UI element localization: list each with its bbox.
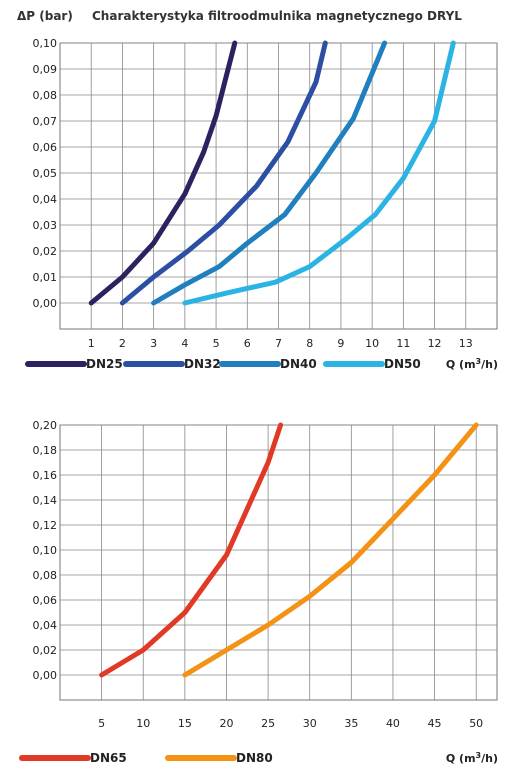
legend-label-dn32: DN32 [184,357,221,371]
chart-title: Charakterystyka filtroodmulnika magnetyc… [92,9,462,23]
x-tick-label: 1 [88,337,95,350]
chart-1: 1 2 3 4 5 6 7 8 9 10 11 12 130,000,010,020,030,040,0… [25,37,498,371]
x-tick-label: 2 [119,337,126,350]
y-tick-label: 0,00 [33,669,58,682]
y-tick-label: 0,00 [33,297,58,310]
series-line-dn25 [88,40,238,306]
y-tick-label: 0,02 [33,644,58,657]
x-tick-label: 3 [150,337,157,350]
y-tick-label: 0,10 [33,37,58,50]
x-tick-label: 25 [261,717,275,730]
legend-label-dn50: DN50 [384,357,421,371]
x-axis-label: Q (m3/h) [446,357,498,371]
legend-label-dn40: DN40 [280,357,317,371]
legend-label-dn65: DN65 [90,751,127,765]
x-tick-label: 8 [306,337,313,350]
y-tick-label: 0,14 [33,494,58,507]
y-tick-label: 0,12 [33,519,58,532]
y-tick-label: 0,03 [33,219,58,232]
x-tick-label: 4 [181,337,188,350]
x-tick-label: 11 [396,337,410,350]
series-line-dn32 [119,40,328,306]
y-tick-label: 0,20 [33,419,58,432]
x-tick-label: 10 [365,337,379,350]
x-tick-label: 30 [303,717,317,730]
chart-2: 5 10 15 20 25 30 35 40 45 50 0,00 0,02 0,04 0,06 0,08 0… [19,419,498,765]
x-tick-label: 7 [275,337,282,350]
y-tick-label: 0,04 [33,193,58,206]
y-tick-label: 0,08 [33,89,58,102]
x-tick-label: 5 [213,337,220,350]
x-tick-label: 9 [337,337,344,350]
y-tick-label: 0,08 [33,569,58,582]
y-tick-label: 0,01 [33,271,58,284]
legend-label-dn25: DN25 [86,357,123,371]
series-line-dn40 [151,40,388,306]
y-tick-label: 0,06 [33,594,58,607]
y-tick-label: 0,10 [33,544,58,557]
y-tick-label: 0,04 [33,619,58,632]
series-line-dn50 [182,40,456,306]
x-tick-label: 15 [178,717,192,730]
x-tick-label: 6 [244,337,251,350]
x-tick-label: 12 [428,337,442,350]
y-tick-label: 0,06 [33,141,58,154]
x-tick-label: 40 [386,717,400,730]
y-tick-label: 0,07 [33,115,58,128]
x-tick-label: 20 [219,717,233,730]
series-line-dn65 [99,422,284,678]
legend-label-dn80: DN80 [236,751,273,765]
y-tick-label: 0,16 [33,469,58,482]
x-tick-label: 50 [469,717,483,730]
y-tick-label: 0,02 [33,245,58,258]
y-tick-label: 0,18 [33,444,58,457]
y-tick-label: 0,05 [33,167,58,180]
x-tick-label: 5 [98,717,105,730]
x-tick-label: 45 [428,717,442,730]
x-tick-label: 13 [459,337,473,350]
x-tick-label: 10 [136,717,150,730]
x-axis-label: Q (m3/h) [446,751,498,765]
y-tick-label: 0,09 [33,63,58,76]
x-tick-label: 35 [344,717,358,730]
y-axis-title: ΔP (bar) [17,9,73,23]
series-line-dn80 [182,422,479,678]
